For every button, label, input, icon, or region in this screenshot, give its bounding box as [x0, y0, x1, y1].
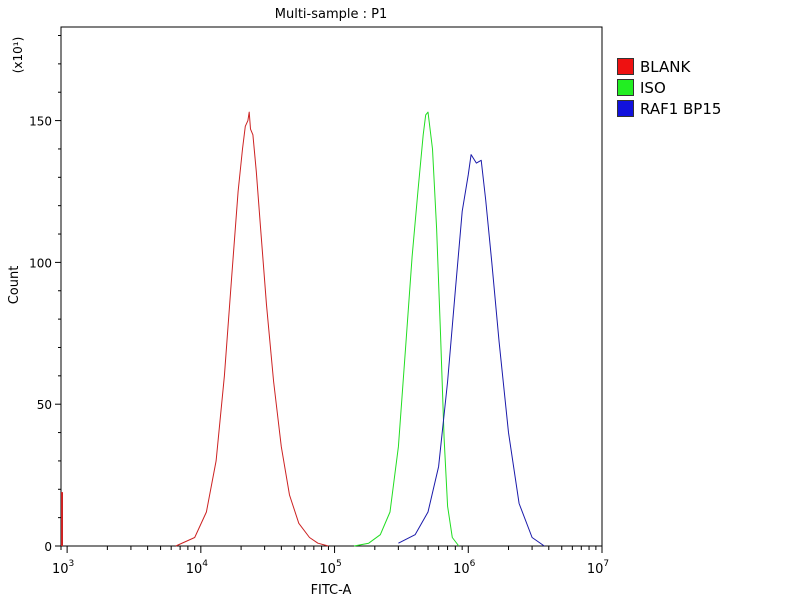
x-tick-label: 105 [319, 559, 341, 577]
x-axis-label: FITC-A [311, 583, 352, 598]
x-tick-label: 106 [453, 559, 476, 577]
legend-label: ISO [640, 78, 666, 97]
chart-title: Multi-sample : P1 [275, 7, 388, 22]
y-axis: 0 50 100 150 [29, 35, 61, 554]
y-tick-label: 150 [29, 115, 52, 129]
x-tick-label: 103 [52, 559, 74, 577]
legend-swatch [617, 79, 634, 96]
legend-item-raf1-bp15: RAF1 BP15 [617, 98, 721, 119]
y-tick-label: 100 [29, 256, 52, 270]
legend-swatch [617, 58, 634, 75]
x-axis: 103 104 105 106 107 [52, 546, 609, 577]
legend-item-blank: BLANK [617, 56, 721, 77]
legend: BLANK ISO RAF1 BP15 [617, 56, 721, 119]
plot-frame [60, 26, 603, 547]
x-tick-label: 107 [587, 559, 609, 577]
x-tick-label: 104 [186, 559, 209, 577]
series-raf1-bp15 [398, 154, 545, 547]
y-tick-label: 50 [37, 398, 52, 412]
y-axis-multiplier: (x10¹) [11, 37, 25, 74]
legend-swatch [617, 100, 634, 117]
series-group [61, 111, 545, 547]
series-blank [175, 111, 329, 547]
y-axis-label: Count [7, 266, 22, 305]
legend-label: BLANK [640, 57, 691, 76]
y-tick-label: 0 [44, 540, 52, 554]
series-iso [354, 111, 460, 547]
legend-label: RAF1 BP15 [640, 99, 722, 118]
legend-item-iso: ISO [617, 77, 721, 98]
